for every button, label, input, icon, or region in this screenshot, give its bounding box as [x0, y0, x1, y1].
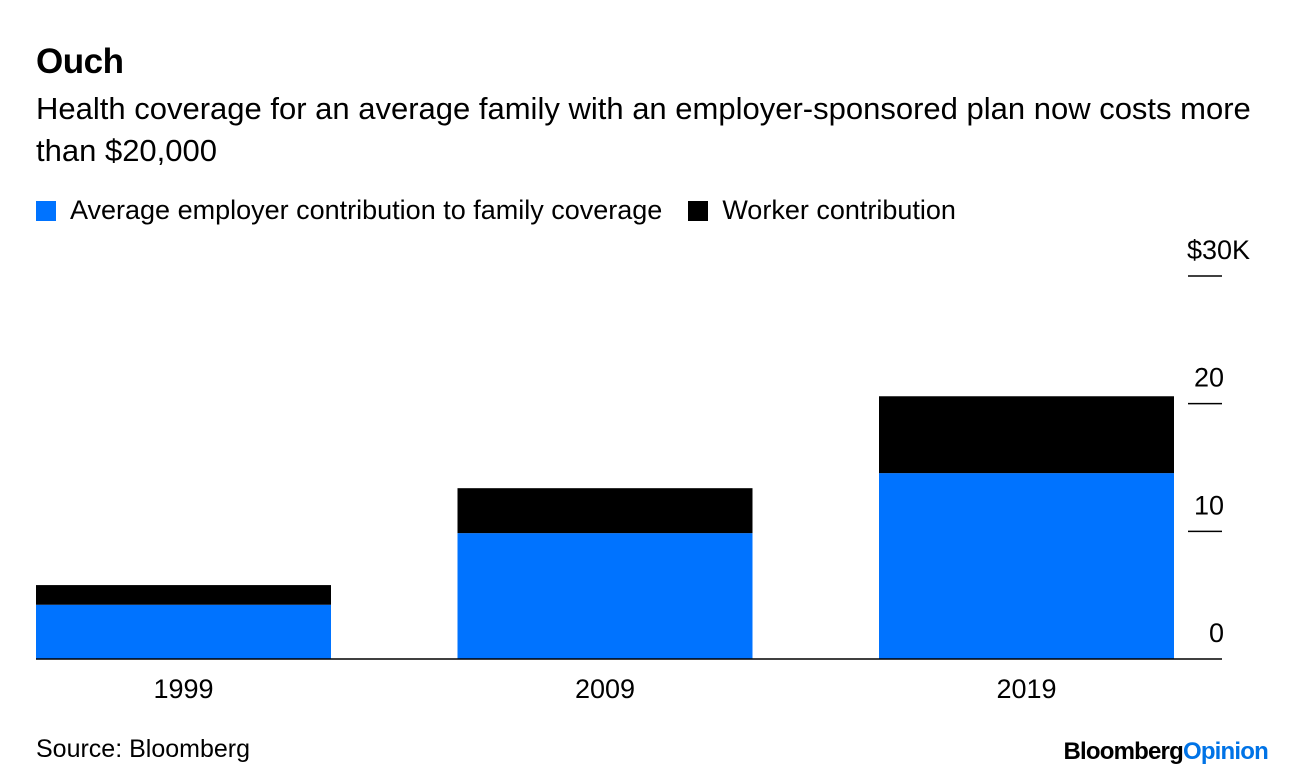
legend-swatch-employer [36, 200, 56, 221]
bar-2019-series-1 [879, 396, 1174, 474]
x-tick-label: 1999 [153, 674, 213, 704]
y-tick-label: $30K [1187, 235, 1250, 265]
chart-title: Ouch [36, 42, 124, 81]
y-tick-label: 0 [1209, 618, 1224, 648]
x-tick-label: 2009 [575, 674, 635, 704]
legend: Average employer contribution to family … [36, 195, 982, 226]
legend-item-worker: Worker contribution [688, 195, 956, 226]
legend-label-employer: Average employer contribution to family … [70, 195, 663, 225]
legend-item-employer: Average employer contribution to family … [36, 195, 662, 226]
x-tick-label: 2019 [996, 674, 1056, 704]
legend-label-worker: Worker contribution [722, 195, 956, 225]
bloomberg-opinion-logo: BloombergOpinion [1063, 738, 1268, 765]
y-tick-label: 10 [1194, 490, 1224, 520]
bar-1999-series-0 [36, 604, 331, 659]
bar-2009-series-1 [457, 488, 753, 534]
y-tick-label: 20 [1194, 363, 1224, 393]
source-note: Source: Bloomberg [36, 735, 251, 763]
bar-1999-series-1 [36, 585, 331, 605]
bar-2019-series-0 [879, 473, 1174, 659]
legend-swatch-worker [688, 200, 709, 221]
chart-subtitle: Health coverage for an average family wi… [36, 91, 1251, 168]
bar-2009-series-0 [457, 533, 753, 659]
